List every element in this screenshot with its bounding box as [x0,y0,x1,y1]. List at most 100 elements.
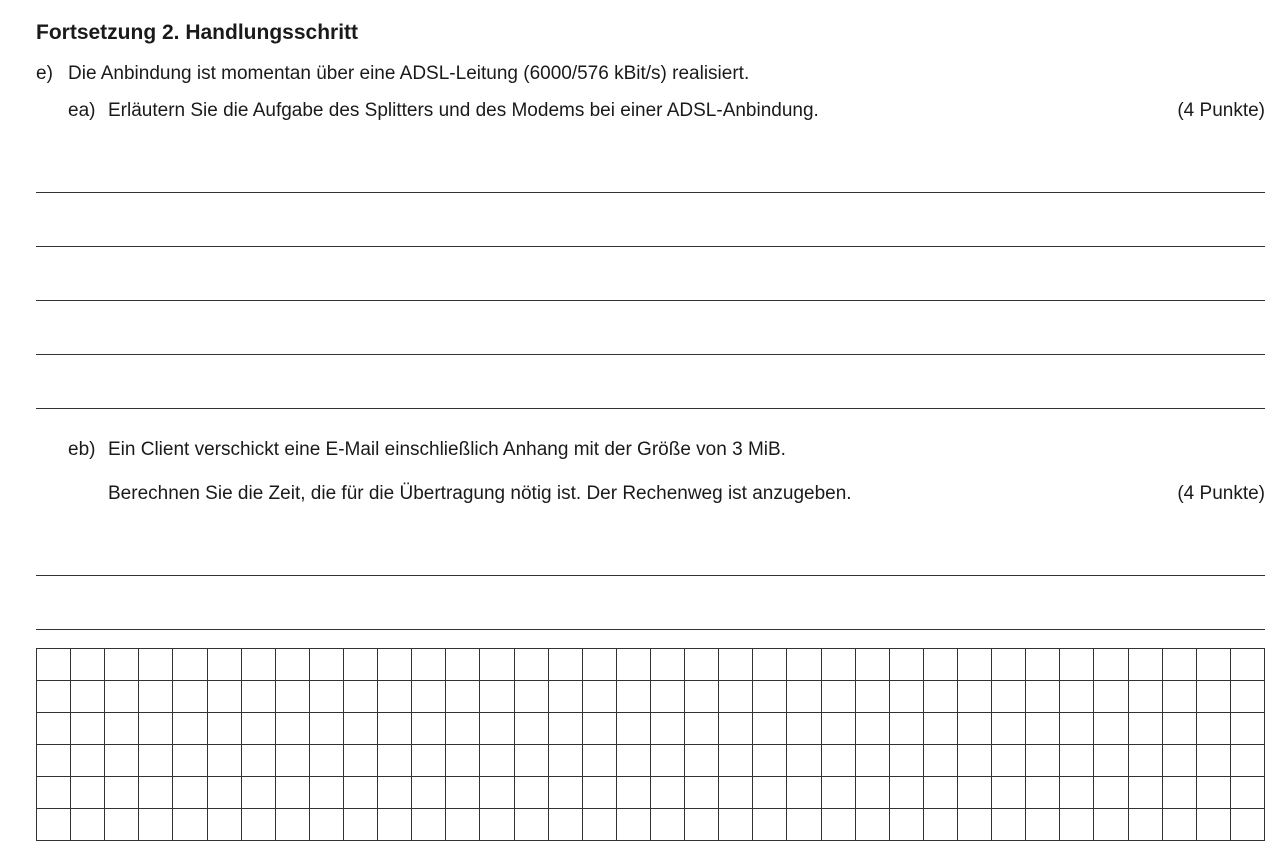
grid-cell [173,808,207,840]
grid-cell [753,712,787,744]
grid-cell [1060,648,1094,680]
grid-cell [1060,680,1094,712]
grid-cell [719,712,753,744]
grid-cell [173,744,207,776]
grid-cell [616,648,650,680]
grid-cell [1094,808,1128,840]
grid-cell [923,680,957,712]
grid-cell [855,680,889,712]
grid-cell [650,808,684,840]
grid-cell [1128,808,1162,840]
grid-cell [514,712,548,744]
grid-cell [446,648,480,680]
grid-cell [241,744,275,776]
grid-cell [343,744,377,776]
grid-cell [71,648,105,680]
grid-cell [275,648,309,680]
grid-cell [1094,648,1128,680]
grid-cell [1128,680,1162,712]
grid-cell [37,648,71,680]
grid-cell [71,776,105,808]
grid-cell [957,808,991,840]
grid-cell [616,744,650,776]
sub-ea-points: (4 Punkte) [1145,98,1265,125]
grid-cell [787,744,821,776]
grid-cell [480,680,514,712]
grid-cell [787,808,821,840]
grid-cell [207,744,241,776]
grid-cell [480,744,514,776]
grid-cell [446,744,480,776]
grid-cell [139,776,173,808]
grid-cell [139,680,173,712]
grid-cell [1230,744,1264,776]
grid-cell [275,776,309,808]
grid-cell [616,776,650,808]
grid-cell [1094,744,1128,776]
grid-cell [1060,776,1094,808]
grid-cell [1196,744,1230,776]
grid-cell [1162,776,1196,808]
grid-cell [71,744,105,776]
grid-cell [1230,648,1264,680]
grid-cell [71,808,105,840]
grid-cell [1026,776,1060,808]
grid-cell [343,808,377,840]
grid-cell [105,648,139,680]
grid-cell [821,648,855,680]
answer-line [36,193,1265,247]
grid-cell [71,712,105,744]
grid-cell [275,680,309,712]
grid-cell [343,712,377,744]
grid-cell [105,744,139,776]
grid-cell [855,712,889,744]
grid-cell [1128,776,1162,808]
grid-cell [1196,776,1230,808]
grid-cell [957,776,991,808]
grid-cell [1162,744,1196,776]
grid-cell [1196,808,1230,840]
grid-cell [1060,712,1094,744]
grid-cell [275,744,309,776]
grid-cell [207,808,241,840]
answer-lines-eb [36,522,1265,630]
grid-cell [889,680,923,712]
grid-cell [241,712,275,744]
grid-cell [992,680,1026,712]
grid-cell [787,648,821,680]
grid-cell [378,808,412,840]
grid-cell [1196,712,1230,744]
grid-cell [582,776,616,808]
grid-cell [412,744,446,776]
grid-cell [275,712,309,744]
answer-line [36,301,1265,355]
grid-cell [1162,808,1196,840]
grid-cell [753,680,787,712]
grid-cell [37,712,71,744]
sub-eb-points: (4 Punkte) [1145,481,1265,508]
grid-cell [207,712,241,744]
grid-cell [923,776,957,808]
answer-line [36,139,1265,193]
grid-cell [582,648,616,680]
grid-cell [446,680,480,712]
grid-cell [753,744,787,776]
answer-line [36,247,1265,301]
grid-cell [923,744,957,776]
grid-cell [241,808,275,840]
grid-cell [139,808,173,840]
grid-cell [1162,648,1196,680]
grid-cell [1026,744,1060,776]
grid-cell [1162,680,1196,712]
grid-cell [582,680,616,712]
grid-cell [412,648,446,680]
grid-cell [309,648,343,680]
sub-eb-line2: Berechnen Sie die Zeit, die für die Über… [108,481,1145,508]
grid-cell [480,712,514,744]
grid-cell [1094,680,1128,712]
item-e: e) Die Anbindung ist momentan über eine … [36,61,1265,88]
grid-cell [207,648,241,680]
grid-cell [957,648,991,680]
grid-cell [548,744,582,776]
sub-eb: eb) Ein Client verschickt eine E-Mail ei… [36,437,1265,508]
